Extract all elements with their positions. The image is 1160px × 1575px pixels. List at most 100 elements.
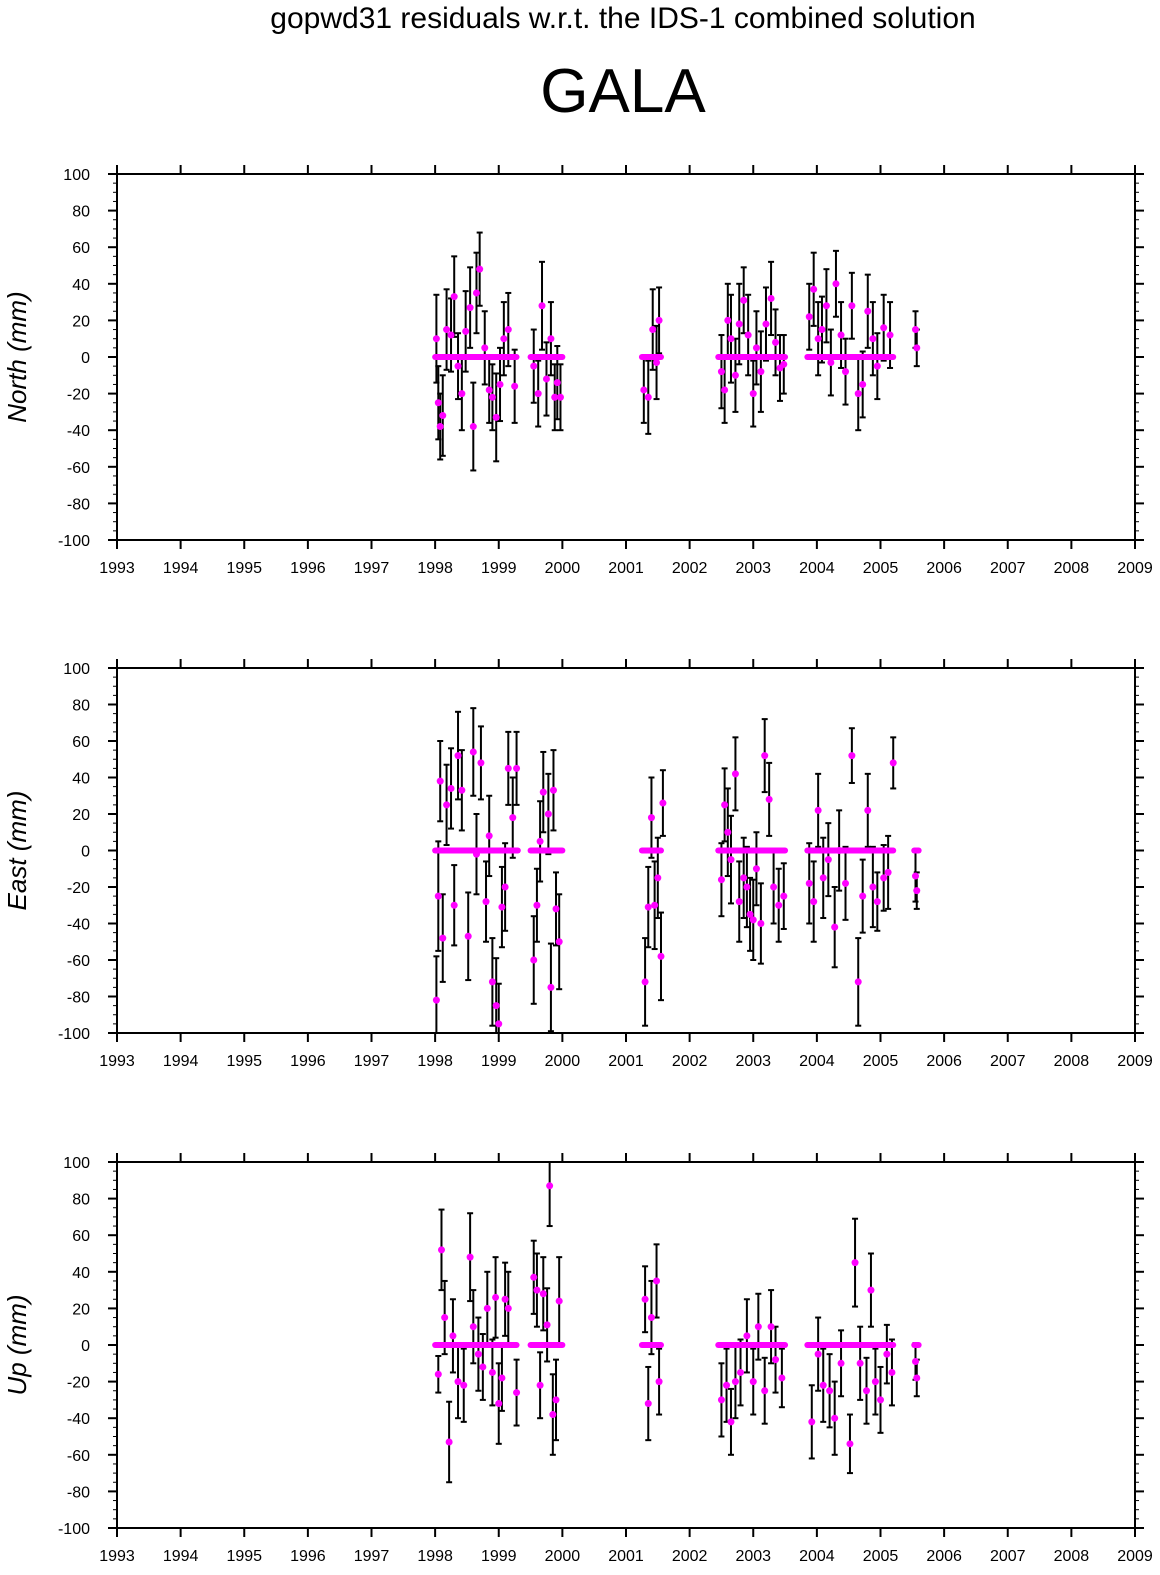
y-tick-label: 40 (72, 1265, 90, 1282)
data-point (723, 1381, 731, 1389)
data-point (780, 360, 788, 368)
data-point (552, 1396, 560, 1404)
data-point (469, 748, 477, 756)
data-point (549, 1411, 557, 1419)
data-point (757, 920, 765, 927)
data-point (819, 874, 827, 882)
data-point (651, 901, 659, 909)
data-point (447, 331, 455, 339)
data-point (513, 1389, 521, 1397)
data-point (814, 806, 822, 814)
plot-frame (116, 1161, 1136, 1529)
data-point (476, 265, 484, 273)
data-point (727, 1418, 735, 1426)
x-tick-label: 1995 (226, 1053, 262, 1070)
data-point (500, 335, 508, 343)
x-tick-label: 2003 (735, 1548, 771, 1565)
data-point (831, 923, 839, 931)
y-tick-label: -100 (58, 1026, 90, 1043)
x-tick-label: 1996 (290, 560, 326, 577)
data-point (450, 293, 458, 301)
data-point (873, 362, 881, 370)
x-tick-label: 2004 (799, 560, 835, 577)
x-tick-label: 2008 (1054, 560, 1090, 577)
data-point (513, 764, 521, 772)
x-tick-label: 2007 (990, 1053, 1026, 1070)
data-point (772, 1356, 780, 1364)
y-tick-label: 20 (72, 807, 90, 824)
data-point (818, 326, 826, 334)
data-point (814, 335, 822, 343)
data-point (911, 326, 919, 334)
x-tick-label: 2001 (608, 1053, 644, 1070)
data-point (810, 285, 818, 293)
data-point (542, 375, 550, 383)
data-point (775, 901, 783, 909)
y-tick-label: 60 (72, 734, 90, 751)
data-point (434, 399, 442, 407)
y-tick-label: 80 (72, 204, 90, 221)
data-point (481, 344, 489, 352)
x-tick-label: 2009 (1117, 1053, 1153, 1070)
data-point (472, 850, 480, 858)
y-tick-label: -60 (67, 953, 90, 970)
y-tick-label: -20 (67, 880, 90, 897)
data-point (644, 1400, 652, 1408)
data-point (737, 1368, 745, 1376)
data-point (757, 368, 765, 376)
x-tick-label: 1995 (226, 560, 262, 577)
data-point (655, 1378, 663, 1386)
data-point (492, 413, 500, 421)
data-point (721, 801, 729, 809)
x-tick-label: 1998 (417, 1053, 453, 1070)
x-tick-label: 2000 (545, 1548, 581, 1565)
data-point (911, 1357, 919, 1365)
data-point (731, 371, 739, 379)
data-point (659, 799, 667, 807)
y-tick-label: -80 (67, 496, 90, 513)
panel-up: 1993 1994 1995 1996 1997 1998 1999 2000 2001 2002… (2, 1153, 1153, 1565)
data-point (655, 316, 663, 324)
data-point (552, 905, 560, 913)
data-point (743, 883, 751, 891)
y-tick-label: -40 (67, 423, 90, 440)
data-point (641, 1295, 649, 1303)
data-point (721, 386, 729, 394)
y-tick-label: -40 (67, 1411, 90, 1428)
data-point (644, 903, 652, 911)
data-point (913, 887, 921, 895)
x-tick-label: 2007 (990, 1548, 1026, 1565)
data-point (848, 752, 856, 760)
x-tick-label: 1994 (163, 1053, 199, 1070)
data-point (458, 390, 466, 398)
data-point (767, 1323, 775, 1331)
data-point (871, 1378, 879, 1386)
data-point (495, 1020, 503, 1028)
data-point (538, 302, 546, 310)
data-point (740, 874, 748, 882)
station-name: GALA (540, 57, 706, 126)
data-point (464, 932, 472, 940)
data-point (483, 1304, 491, 1312)
data-point (761, 752, 769, 760)
data-point (549, 786, 557, 794)
x-tick-label: 2009 (1117, 1548, 1153, 1565)
data-point (772, 338, 780, 346)
y-tick-label: -60 (67, 460, 90, 477)
data-point (851, 1259, 859, 1267)
data-point (822, 302, 830, 310)
x-tick-label: 1995 (226, 1548, 262, 1565)
data-point (539, 788, 547, 796)
data-point (884, 868, 892, 876)
x-tick-label: 1997 (354, 1053, 390, 1070)
data-point (449, 1332, 457, 1340)
data-point (877, 1396, 884, 1404)
data-point (740, 296, 748, 304)
x-tick-label: 1999 (481, 560, 517, 577)
data-point (495, 1400, 503, 1408)
data-point (504, 326, 512, 334)
data-point (913, 1374, 921, 1382)
data-point (846, 1440, 854, 1448)
data-point (859, 892, 867, 900)
